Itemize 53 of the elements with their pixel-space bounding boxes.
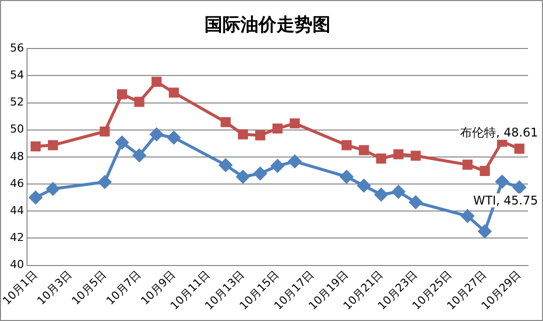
- point: [410, 150, 421, 161]
- y-tick-label: 46: [10, 176, 24, 190]
- point: [393, 149, 404, 160]
- point: [219, 158, 232, 172]
- point: [288, 154, 302, 168]
- point: [342, 140, 352, 150]
- point: [514, 144, 524, 154]
- y-tick-label: 50: [10, 122, 24, 136]
- point: [98, 176, 112, 189]
- y-tick-label: 56: [10, 41, 24, 54]
- point: [358, 145, 369, 156]
- data-label: WTI, 45.75: [473, 193, 538, 208]
- point: [167, 131, 180, 144]
- y-tick-label: 52: [10, 96, 24, 109]
- y-tick-label: 42: [10, 231, 24, 244]
- point: [116, 136, 129, 149]
- point: [168, 88, 179, 98]
- y-tick-label: 40: [10, 258, 24, 272]
- chart-title: 国际油价走势图: [204, 14, 330, 36]
- point: [462, 160, 473, 170]
- point: [409, 196, 422, 209]
- point: [100, 126, 110, 137]
- y-tick-label: 54: [10, 68, 24, 82]
- point: [271, 159, 284, 172]
- point: [254, 166, 267, 180]
- y-tick-label: 44: [10, 204, 24, 217]
- point: [116, 89, 128, 100]
- point: [392, 185, 405, 198]
- point: [48, 140, 58, 150]
- point: [272, 123, 283, 134]
- point: [461, 210, 474, 223]
- point: [150, 128, 164, 141]
- point: [132, 148, 146, 162]
- point: [480, 166, 490, 176]
- point: [374, 188, 388, 202]
- point: [255, 130, 266, 140]
- point: [512, 180, 526, 194]
- point: [29, 190, 42, 204]
- point: [478, 224, 492, 238]
- point: [496, 175, 509, 188]
- point: [236, 170, 250, 184]
- point: [134, 96, 144, 107]
- y-tick-label: 48: [10, 150, 24, 163]
- point: [46, 182, 60, 196]
- point: [376, 154, 386, 164]
- point: [290, 118, 300, 128]
- point: [220, 117, 231, 128]
- data-label: 布伦特, 48.61: [460, 126, 538, 140]
- point: [238, 129, 248, 140]
- point: [152, 76, 162, 87]
- point: [30, 141, 41, 152]
- point: [357, 179, 370, 192]
- point: [340, 170, 354, 184]
